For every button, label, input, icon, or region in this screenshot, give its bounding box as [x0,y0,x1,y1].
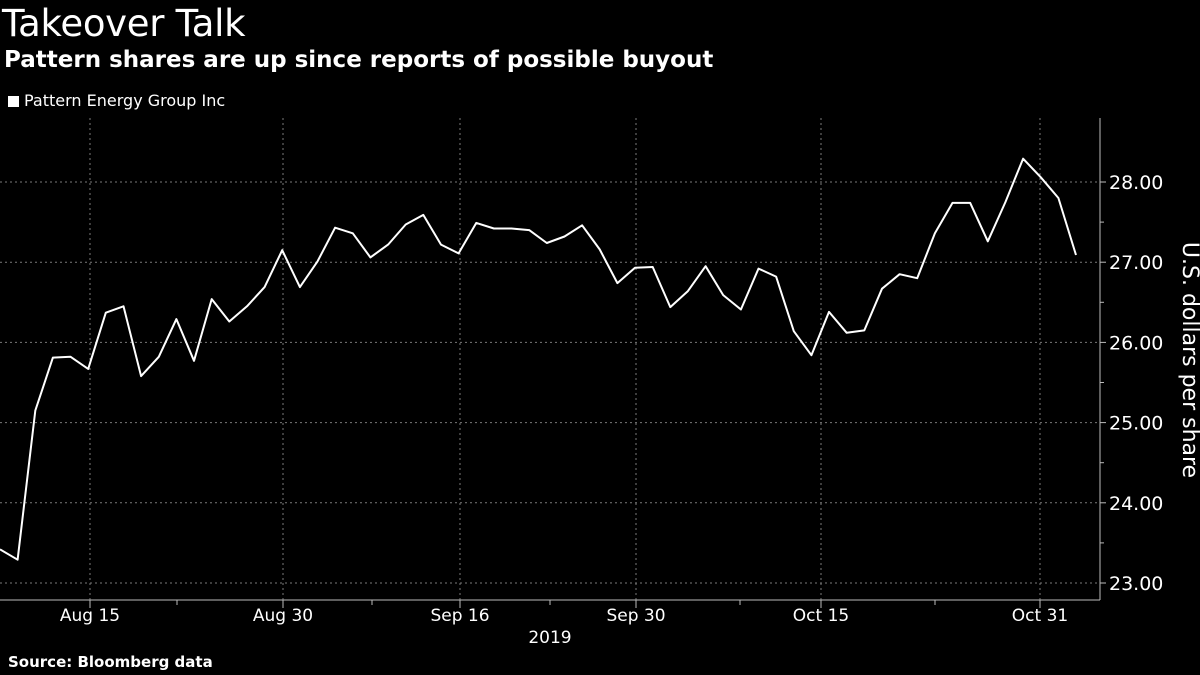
legend-label: Pattern Energy Group Inc [24,91,226,110]
x-tick-label: Sep 30 [606,606,665,626]
series-line-pattern-energy [0,157,1077,561]
y-axis-label: U.S. dollars per share [1177,242,1200,478]
x-axis-label: 2019 [528,628,571,648]
y-tick-label: 27.00 [1109,252,1163,274]
x-tick-label: Oct 31 [1012,606,1068,626]
chart-subtitle: Pattern shares are up since reports of p… [4,47,714,73]
source-note: Source: Bloomberg data [8,653,213,671]
y-tick-label: 23.00 [1109,573,1163,595]
legend-swatch [8,95,19,107]
x-tick-label: Aug 15 [60,606,120,626]
x-tick-label: Oct 15 [793,606,849,626]
y-tick-label: 25.00 [1109,413,1163,435]
y-tick-label: 28.00 [1109,172,1163,194]
y-tick-label: 24.00 [1109,493,1163,515]
chart-title: Takeover Talk [2,2,246,45]
chart-legend: Pattern Energy Group Inc [8,90,225,112]
y-tick-label: 26.00 [1109,332,1163,354]
x-tick-label: Sep 16 [430,606,489,626]
x-tick-label: Aug 30 [253,606,313,626]
